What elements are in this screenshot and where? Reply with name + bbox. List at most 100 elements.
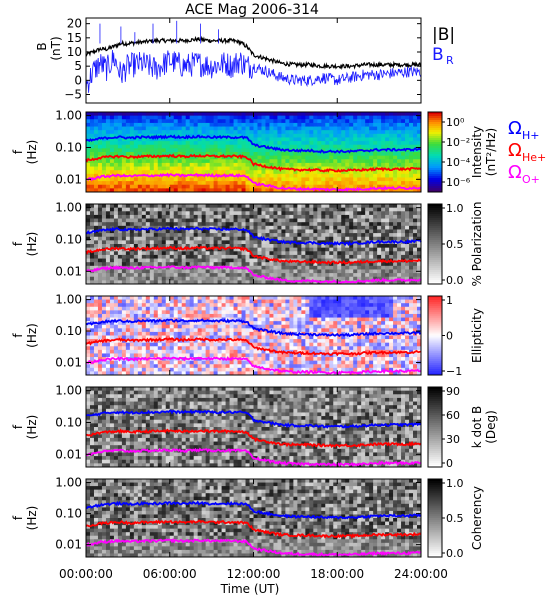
spectrogram-cell [221, 371, 226, 376]
spectrogram-cell [125, 364, 131, 369]
colorbar-swatch [428, 166, 442, 169]
spectrogram-cell [86, 328, 91, 333]
spectrogram-cell [265, 204, 270, 209]
spectrogram-cell [233, 324, 238, 329]
spectrogram-cell [221, 367, 226, 372]
spectrogram-cell [405, 162, 410, 167]
spectrogram-cell [233, 254, 238, 259]
spectrogram-cell [405, 265, 410, 270]
spectrogram-cell [273, 353, 278, 358]
spectrogram-cell [329, 133, 334, 138]
spectrogram-cell [361, 126, 366, 131]
spectrogram-cell [413, 225, 418, 230]
spectrogram-cell [105, 162, 111, 167]
spectrogram-cell [189, 296, 195, 300]
spectrogram-cell [157, 371, 163, 376]
spectrogram-cell [229, 122, 234, 127]
spectrogram-cell [373, 177, 378, 182]
spectrogram-cell [249, 137, 254, 142]
spectrogram-cell [181, 335, 187, 340]
spectrogram-cell [393, 112, 398, 117]
spectrogram-cell [285, 299, 290, 304]
spectrogram-cell [161, 115, 167, 120]
spectrogram-cell [297, 262, 302, 267]
spectrogram-cell [117, 233, 123, 238]
spectrogram-cell [413, 181, 418, 186]
spectrogram-cell [329, 181, 334, 186]
spectrogram-cell [217, 273, 222, 278]
spectrogram-cell [325, 184, 330, 189]
spectrogram-cell [86, 144, 91, 149]
spectrogram-cell [141, 306, 147, 311]
spectrogram-cell [109, 254, 115, 259]
spectrogram-cell [145, 204, 151, 209]
spectrogram-cell [381, 137, 386, 142]
spectrogram-cell [141, 310, 147, 315]
spectrogram-cell [193, 364, 199, 369]
spectrogram-cell [173, 115, 179, 120]
spectrogram-cell [245, 155, 250, 160]
spectrogram-cell [317, 115, 322, 120]
spectrogram-cell [341, 229, 346, 234]
spectrogram-cell [261, 299, 266, 304]
spectrogram-cell [361, 181, 366, 186]
spectrogram-cell [229, 181, 234, 186]
spectrogram-cell [261, 225, 266, 230]
spectrogram-cell [229, 339, 234, 344]
spectrogram-cell [89, 184, 95, 189]
spectrogram-cell [353, 262, 358, 267]
spectrogram-cell [245, 371, 250, 376]
spectrogram-cell [301, 177, 306, 182]
spectrogram-cell [329, 184, 334, 189]
spectrogram-cell [145, 126, 151, 131]
spectrogram-cell [277, 317, 282, 322]
spectrogram-cell [133, 321, 139, 326]
spectrogram-cell [333, 273, 338, 278]
spectrogram-cell [369, 254, 374, 259]
spectrogram-cell [393, 137, 398, 142]
spectrogram-cell [121, 162, 127, 167]
spectrogram-cell [397, 159, 402, 164]
spectrogram-cell [361, 159, 366, 164]
spectrogram-cell [265, 254, 270, 259]
spectrogram-cell [125, 218, 131, 223]
spectrogram-cell [265, 296, 270, 300]
spectrogram-cell [361, 162, 366, 167]
spectrogram-cell [349, 247, 354, 252]
spectrogram-cell [265, 364, 270, 369]
spectrogram-cell [277, 328, 282, 333]
spectrogram-cell [93, 218, 99, 223]
spectrogram-cell [105, 204, 111, 209]
spectrogram-cell [265, 214, 270, 219]
spectrogram-cell [165, 258, 171, 263]
spectrogram-cell [385, 247, 390, 252]
spectrogram-cell [209, 262, 215, 267]
colorbar: 1.00.50.0% Polarization [427, 202, 484, 287]
spectrogram-cell [281, 273, 286, 278]
spectrogram-cell [357, 240, 362, 245]
spectrogram-cell [209, 276, 215, 281]
spectrogram-cell [265, 265, 270, 270]
spectrogram-cell [149, 148, 155, 153]
spectrogram-cell [121, 335, 127, 340]
spectrogram-cell [249, 244, 254, 249]
spectrogram-cell [125, 310, 131, 315]
spectrogram-cell [189, 170, 195, 175]
spectrogram-cell [113, 280, 119, 285]
spectrogram-cell [213, 181, 219, 186]
spectrogram-cell [137, 331, 143, 336]
spectrogram-cell [369, 207, 374, 212]
spectrogram-cell [261, 339, 266, 344]
spectrogram-cell [229, 170, 234, 175]
spectrogram-cell [157, 280, 163, 285]
spectrogram-cell [345, 177, 350, 182]
spectrogram-cell [145, 306, 151, 311]
spectrogram-cell [181, 214, 187, 219]
spectrogram-cell [165, 126, 171, 131]
spectrogram-cell [369, 244, 374, 249]
spectrogram-cell [189, 251, 195, 256]
spectrogram-cell [121, 240, 127, 245]
spectrogram-cell [345, 258, 350, 263]
spectrogram-cell [297, 119, 302, 124]
colorbar-swatch [428, 212, 442, 215]
